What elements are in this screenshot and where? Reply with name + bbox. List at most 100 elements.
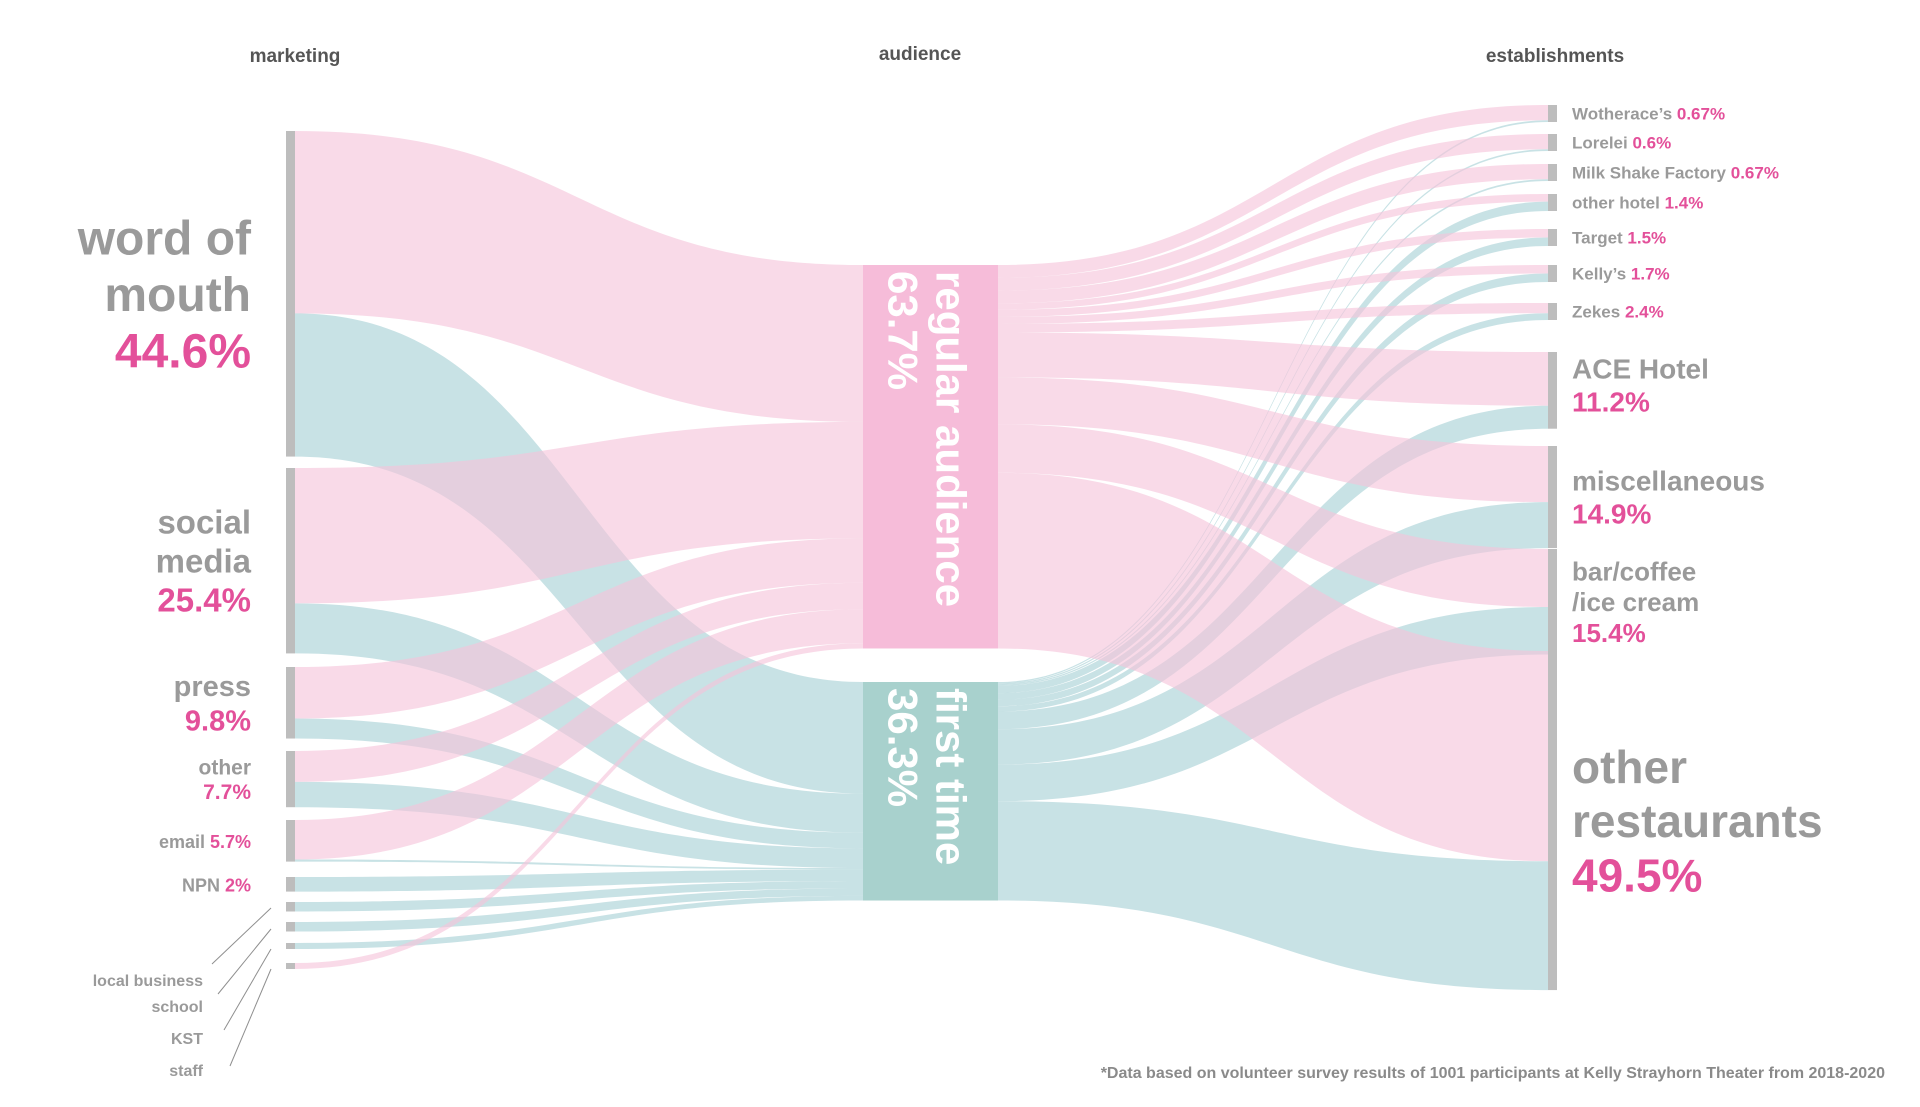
target-label-target: Target 1.5% <box>1572 229 1666 248</box>
flow-local-business-to-first-time <box>295 881 863 912</box>
leader-line-kst <box>223 948 272 1031</box>
leader-line-local-business <box>211 907 272 965</box>
target-label-kelly-s: Kelly’s 1.7% <box>1572 265 1670 284</box>
source-node-other <box>286 751 295 808</box>
source-percent-word-of-mouth: 44.6% <box>115 326 251 379</box>
target-label-miscellaneous-0: miscellaneous <box>1572 466 1765 497</box>
source-node-social-media <box>286 468 295 654</box>
target-node-target <box>1548 229 1557 246</box>
source-node-school <box>286 922 295 932</box>
column-header-marketing: marketing <box>250 46 341 67</box>
source-percent-press: 9.8% <box>185 705 251 737</box>
source-node-local-business <box>286 902 295 912</box>
leader-line-school <box>217 928 272 995</box>
flow-first-time-to-other-restaurants <box>998 801 1548 991</box>
source-label-social-media-1: media <box>156 543 252 580</box>
flow-regular-to-miscellaneous <box>998 377 1548 503</box>
flow-npn-to-first-time <box>295 869 863 892</box>
target-label-bar-coffee-ice-cream-1: /ice cream <box>1572 587 1699 617</box>
target-label-ace-hotel-0: ACE Hotel <box>1572 354 1709 385</box>
target-percent-miscellaneous: 14.9% <box>1572 499 1651 530</box>
source-label-school: school <box>151 999 203 1016</box>
target-label-milk-shake-factory: Milk Shake Factory 0.67% <box>1572 164 1779 183</box>
flow-staff-to-regular <box>295 643 863 969</box>
flow-regular-to-zekes <box>998 303 1548 333</box>
audience-label-regular-name: regular audience <box>928 271 975 607</box>
flow-regular-to-other-restaurants <box>998 472 1548 862</box>
flow-regular-to-milk-shake-factory <box>998 164 1548 304</box>
flow-school-to-first-time <box>295 888 863 932</box>
source-node-npn <box>286 877 295 892</box>
flow-press-to-regular <box>295 538 863 719</box>
target-label-lorelei: Lorelei 0.6% <box>1572 134 1671 153</box>
source-node-email <box>286 820 295 862</box>
target-node-bar-coffee-ice-cream <box>1548 549 1557 655</box>
flow-word-of-mouth-to-regular <box>295 131 863 422</box>
flow-press-to-first-time <box>295 718 863 849</box>
flow-regular-to-kelly-s <box>998 265 1548 324</box>
target-label-other-restaurants-1: restaurants <box>1572 795 1823 847</box>
source-node-staff <box>286 963 295 969</box>
flow-first-time-to-target <box>998 237 1548 700</box>
source-label-word-of-mouth-1: mouth <box>104 269 251 322</box>
flow-regular-to-wotherace-s <box>998 105 1548 278</box>
source-label-staff: staff <box>169 1063 203 1080</box>
target-percent-bar-coffee-ice-cream: 15.4% <box>1572 618 1646 648</box>
source-node-press <box>286 667 295 739</box>
audience-node-regular <box>863 265 998 649</box>
flow-links <box>295 105 1548 991</box>
audience-label-first-time-name: first time <box>928 688 975 865</box>
target-node-ace-hotel <box>1548 352 1557 429</box>
flow-first-time-to-wotherace-s <box>998 120 1548 684</box>
source-label-kst: KST <box>171 1031 203 1048</box>
target-node-lorelei <box>1548 134 1557 151</box>
column-header-establishments: establishments <box>1486 46 1624 67</box>
flow-kst-to-first-time <box>295 895 863 949</box>
source-node-kst <box>286 943 295 949</box>
flow-regular-to-other-hotel <box>998 194 1548 310</box>
source-label-press-0: press <box>174 671 251 703</box>
target-node-zekes <box>1548 303 1557 320</box>
flow-email-to-regular <box>295 609 863 860</box>
audience-node-first-time <box>863 682 998 901</box>
source-label-local-business: local business <box>93 973 203 990</box>
source-label-email: email 5.7% <box>159 832 251 852</box>
source-percent-social-media: 25.4% <box>157 582 251 619</box>
target-node-kelly-s <box>1548 265 1557 282</box>
target-label-bar-coffee-ice-cream-0: bar/coffee <box>1572 556 1696 586</box>
footnote: *Data based on volunteer survey results … <box>1101 1065 1885 1082</box>
flow-email-to-first-time <box>295 859 863 870</box>
target-node-other-hotel <box>1548 194 1557 211</box>
target-percent-ace-hotel: 11.2% <box>1572 387 1650 418</box>
target-node-other-restaurants <box>1548 651 1557 991</box>
audience-label-regular-percent: 63.7% <box>880 271 927 390</box>
source-label-social-media-0: social <box>157 504 251 541</box>
column-header-audience: audience <box>879 44 961 65</box>
target-node-milk-shake-factory <box>1548 164 1557 181</box>
source-percent-other: 7.7% <box>203 781 251 804</box>
source-label-word-of-mouth-0: word of <box>77 212 252 265</box>
source-node-word-of-mouth <box>286 131 295 457</box>
target-percent-other-restaurants: 49.5% <box>1572 849 1702 901</box>
audience-label-first-time-percent: 36.3% <box>880 688 927 807</box>
nodes <box>286 105 1557 991</box>
target-label-other-restaurants-0: other <box>1572 741 1687 793</box>
source-label-npn: NPN 2% <box>182 875 251 895</box>
source-label-other-0: other <box>199 756 252 779</box>
target-label-zekes: Zekes 2.4% <box>1572 303 1664 322</box>
flow-regular-to-target <box>998 229 1548 317</box>
flow-other-to-regular <box>295 582 863 782</box>
flow-social-media-to-regular <box>295 421 863 604</box>
target-node-miscellaneous <box>1548 446 1557 549</box>
flow-regular-to-ace-hotel <box>998 332 1548 406</box>
flow-regular-to-bar-coffee-ice-cream <box>998 424 1548 608</box>
leader-line-staff <box>229 968 272 1067</box>
target-label-wotherace-s: Wotherace’s 0.67% <box>1572 105 1725 124</box>
flow-regular-to-lorelei <box>998 134 1548 291</box>
target-label-other-hotel: other hotel 1.4% <box>1572 194 1703 213</box>
target-node-wotherace-s <box>1548 105 1557 122</box>
